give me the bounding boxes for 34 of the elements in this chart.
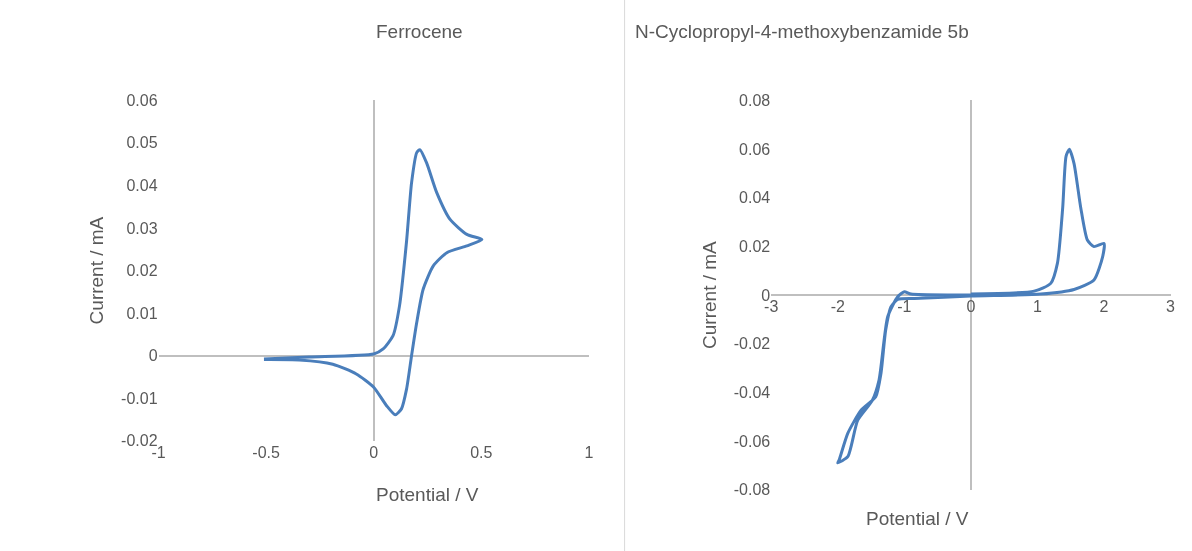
y-tick-label: 0.06: [739, 140, 771, 158]
y-tick-label: 0.06: [126, 91, 158, 109]
x-tick-label: 2: [1099, 298, 1109, 316]
x-tick-label: 0.5: [470, 443, 493, 461]
y-tick-label: -0.08: [733, 481, 771, 499]
x-tick-label: -1: [897, 298, 912, 316]
y-axis-title: Current / mA: [698, 240, 720, 349]
x-tick-label: 0: [966, 298, 976, 316]
y-tick-label: 0.04: [739, 189, 771, 207]
y-tick-label: 0.01: [126, 304, 158, 322]
chart-title: Ferrocene: [376, 21, 463, 42]
y-tick-label: 0.04: [126, 177, 158, 195]
y-tick-label: -0.06: [733, 432, 771, 450]
x-tick-label: -2: [830, 298, 845, 316]
x-tick-label: 0: [369, 443, 379, 461]
line-series: [262, 148, 484, 417]
y-tick-label: 0.05: [126, 134, 158, 152]
y-tick-label: 0.02: [126, 262, 158, 280]
y-tick-label: 0: [148, 347, 158, 365]
y-tick-label: 0.08: [739, 91, 771, 109]
y-axis-title: Current / mA: [85, 216, 107, 325]
y-tick-label: 0: [761, 286, 771, 304]
chart-title: N-Cyclopropyl-4-methoxybenzamide 5b: [635, 21, 969, 42]
y-tick-label: -0.02: [733, 335, 771, 353]
x-tick-label: 3: [1166, 298, 1176, 316]
x-tick-label: -0.5: [252, 443, 280, 461]
y-tick-label: 0.02: [739, 237, 771, 255]
x-axis-title: Potential / V: [376, 484, 479, 505]
y-tick-label: -0.04: [733, 384, 771, 402]
x-tick-label: 1: [584, 443, 594, 461]
y-tick-label: -0.01: [121, 389, 158, 407]
x-tick-label: 1: [1032, 298, 1042, 316]
x-axis-title: Potential / V: [866, 508, 969, 529]
y-tick-label: 0.03: [126, 219, 158, 237]
